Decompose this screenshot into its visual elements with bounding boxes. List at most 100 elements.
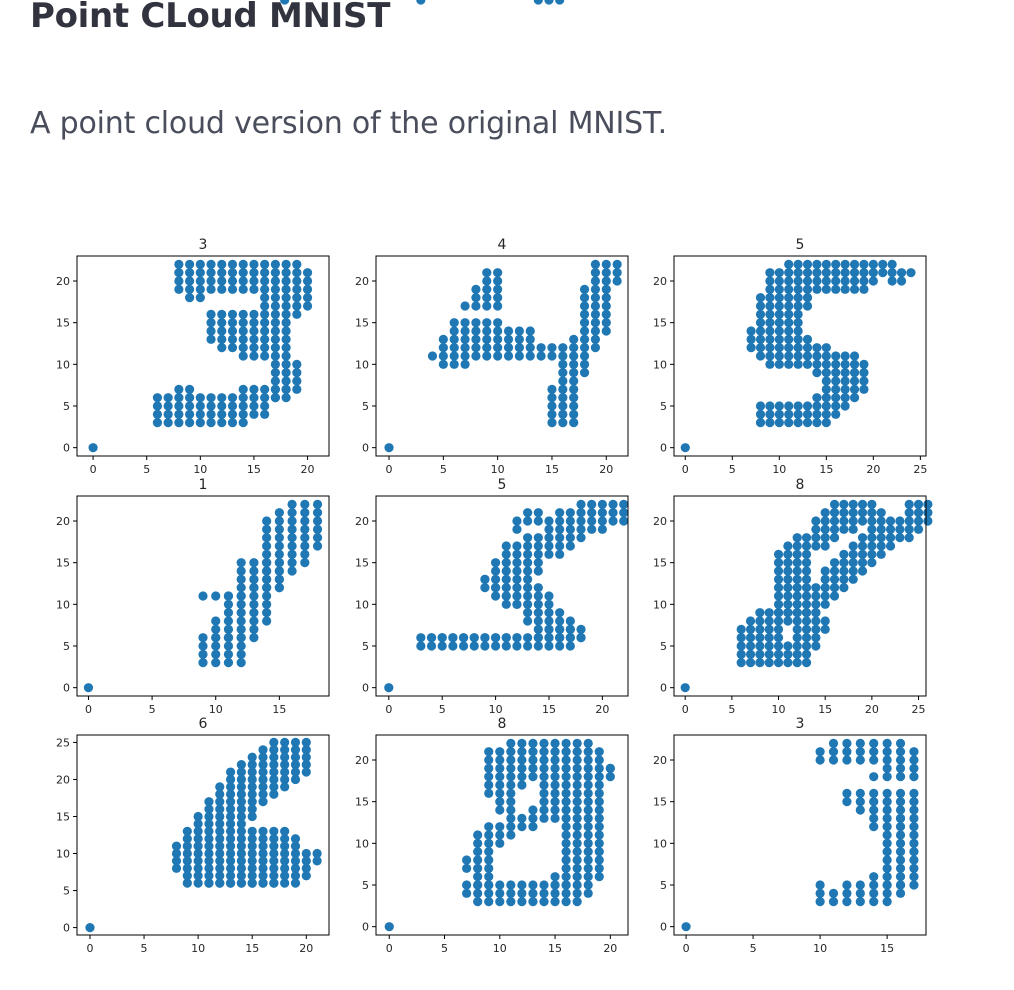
data-point (249, 583, 259, 593)
data-point (923, 499, 933, 509)
data-point (612, 276, 622, 286)
data-point (185, 393, 195, 403)
data-point (280, 863, 290, 873)
data-point (225, 811, 236, 822)
data-point (247, 863, 257, 873)
data-point (517, 747, 527, 757)
data-point (533, 508, 543, 518)
data-point (290, 767, 301, 777)
data-point (292, 293, 302, 303)
y-tick-label: 20 (56, 515, 70, 528)
data-point (290, 745, 301, 755)
subplot-title: 5 (796, 237, 805, 253)
data-point (583, 780, 593, 790)
data-point (583, 755, 593, 765)
data-point (882, 797, 892, 807)
point-group (384, 259, 622, 453)
data-point (869, 880, 879, 890)
data-point (182, 878, 192, 888)
data-point (859, 284, 869, 294)
data-point (427, 351, 438, 361)
data-point (258, 782, 268, 792)
data-point (812, 418, 822, 428)
data-point (484, 830, 494, 840)
data-point (904, 524, 914, 534)
data-point (558, 343, 568, 353)
data-point (523, 541, 533, 551)
data-point (820, 591, 830, 601)
data-point (525, 343, 535, 353)
x-tick-label: 15 (548, 942, 562, 955)
data-point (290, 760, 301, 770)
data-point (909, 747, 919, 757)
data-point (561, 805, 571, 815)
subplot-title: 3 (796, 716, 805, 732)
data-point (493, 334, 503, 344)
data-point (802, 284, 813, 294)
data-point (506, 755, 516, 765)
data-point (583, 747, 593, 757)
data-point (773, 566, 784, 576)
data-point (601, 276, 611, 286)
data-point (249, 401, 259, 411)
data-point (539, 888, 549, 898)
data-point (238, 334, 248, 344)
data-point (217, 326, 227, 336)
data-point (572, 805, 582, 815)
y-tick-label: 0 (362, 682, 369, 695)
x-tick-label: 10 (489, 703, 503, 716)
data-point (236, 608, 246, 618)
data-point (506, 747, 516, 757)
data-point (287, 566, 297, 576)
data-point (572, 738, 582, 748)
data-point (569, 334, 579, 344)
data-point (501, 583, 511, 593)
data-point (831, 284, 841, 294)
data-point (270, 268, 280, 278)
y-tick-label: 20 (355, 754, 369, 767)
y-tick-label: 10 (56, 358, 70, 371)
data-point (896, 276, 907, 286)
data-point (506, 880, 516, 890)
data-point (829, 508, 840, 518)
data-point (583, 772, 593, 782)
data-point (612, 268, 622, 278)
data-point (249, 393, 259, 403)
data-point (280, 767, 290, 777)
data-point (198, 633, 208, 643)
data-point (528, 763, 538, 773)
data-point (909, 797, 919, 807)
axes-frame (76, 495, 330, 697)
x-tick-label: 10 (772, 463, 786, 476)
data-point (227, 268, 238, 278)
data-point (594, 847, 604, 857)
x-tick-label: 20 (301, 463, 315, 476)
data-point (280, 782, 290, 792)
data-point (765, 318, 775, 328)
data-point (895, 747, 906, 757)
y-tick-label: 0 (63, 442, 70, 455)
data-point (258, 752, 268, 762)
data-point (215, 789, 225, 799)
data-point (206, 309, 216, 319)
data-point (238, 284, 248, 294)
data-point (484, 747, 494, 757)
data-point (301, 745, 311, 755)
data-point (909, 830, 919, 840)
data-point (680, 683, 690, 693)
data-point (828, 747, 839, 757)
data-point (839, 583, 849, 593)
data-point (174, 284, 184, 294)
data-point (831, 359, 841, 369)
data-point (223, 633, 234, 643)
data-point (840, 276, 850, 286)
data-point (280, 737, 290, 748)
data-point (217, 334, 227, 344)
data-point (869, 788, 879, 798)
data-point (855, 797, 865, 807)
data-point (281, 359, 291, 369)
data-point (840, 284, 850, 294)
data-point (270, 293, 280, 303)
data-point (480, 574, 490, 584)
data-point (784, 276, 794, 286)
